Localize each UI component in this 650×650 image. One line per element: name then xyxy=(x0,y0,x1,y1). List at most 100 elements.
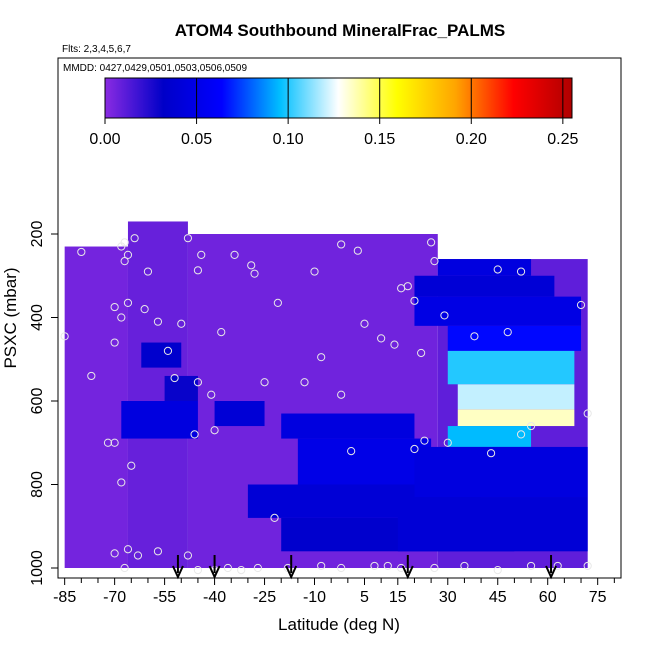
sample-circle xyxy=(337,390,346,399)
heatmap-cell xyxy=(214,401,265,427)
heatmap-cell xyxy=(281,413,415,439)
heatmap-cell xyxy=(414,296,582,326)
heatmap-cell xyxy=(414,275,555,297)
heatmap-cell xyxy=(437,259,532,276)
arrow-markers xyxy=(172,555,557,580)
sample-circle xyxy=(237,565,246,575)
colorbar-tick-label: 0.05 xyxy=(181,131,212,148)
sample-circle xyxy=(123,545,133,554)
sample-circle xyxy=(417,348,426,358)
sample-circle xyxy=(253,563,262,573)
sample-circle xyxy=(390,340,399,349)
heatmap-cells xyxy=(64,221,588,568)
sample-circle xyxy=(217,328,226,337)
sample-circle xyxy=(77,247,86,257)
arrow-head xyxy=(401,565,414,580)
sample-circle xyxy=(410,296,419,305)
y-axis-label: PSXC (mbar) xyxy=(1,267,20,368)
sample-circle xyxy=(370,561,379,571)
sample-circle xyxy=(383,561,392,571)
heatmap-cell xyxy=(447,426,532,447)
colorbar-tick-label: 0.10 xyxy=(273,131,304,148)
arrow-head xyxy=(545,565,557,580)
sample-circle xyxy=(353,246,362,255)
heatmap-cell xyxy=(141,342,182,368)
sample-circle xyxy=(493,265,502,274)
y-tick-label: 400 xyxy=(29,304,46,331)
heatmap-cell xyxy=(297,438,432,485)
sample-circle xyxy=(183,551,193,560)
sample-circle xyxy=(127,461,136,470)
sample-circle xyxy=(270,513,279,523)
sample-circle xyxy=(133,551,143,560)
sample-circle xyxy=(440,311,449,320)
colorbar xyxy=(104,77,573,119)
x-tick-label: -85 xyxy=(53,589,76,606)
sample-circle xyxy=(120,257,129,266)
x-tick-label: 75 xyxy=(589,589,607,606)
sample-circle xyxy=(193,565,203,575)
sample-circle xyxy=(193,266,203,275)
sample-circle xyxy=(120,238,129,247)
x-tick-label: -70 xyxy=(103,589,126,606)
sample-points xyxy=(60,234,592,575)
sample-circle xyxy=(583,409,592,418)
sample-circle xyxy=(210,426,219,435)
sample-circle xyxy=(310,267,319,276)
colorbar-tick-label: 0.15 xyxy=(364,131,395,148)
x-tick-label: -40 xyxy=(203,589,226,606)
sample-circle xyxy=(273,298,282,307)
sample-circle xyxy=(123,250,133,259)
sample-circle xyxy=(177,319,186,328)
sample-circle xyxy=(183,234,193,243)
y-axis: 200 400 600 800 1000 xyxy=(29,221,58,586)
y-tick-label: 600 xyxy=(29,388,46,415)
heatmap-cell xyxy=(457,409,575,427)
x-tick-label: 30 xyxy=(439,589,457,606)
sample-circle xyxy=(516,430,526,439)
sample-circle xyxy=(430,563,439,573)
x-tick-label: 15 xyxy=(389,589,407,606)
heatmap-cell xyxy=(397,497,588,552)
y-tick-label: 200 xyxy=(29,221,46,248)
sample-circle xyxy=(403,282,412,291)
flights-note: Flts: 2,3,4,5,6,7 xyxy=(62,44,131,55)
heatmap-cell xyxy=(414,446,588,498)
sample-circle xyxy=(526,421,536,431)
sample-circle xyxy=(130,234,139,243)
sample-circle xyxy=(430,257,439,266)
x-axis: -85 -70 -55 -40 -25 -10 5 15 30 45 60 75 xyxy=(53,578,615,606)
heatmap-cell xyxy=(457,384,575,410)
sample-circle xyxy=(103,438,113,447)
x-tick-label: 60 xyxy=(539,589,557,606)
x-tick-label: -25 xyxy=(253,589,276,606)
sample-circle xyxy=(486,449,496,458)
arrow-head xyxy=(285,565,298,580)
sample-circle xyxy=(260,378,269,387)
colorbar-ticks: 0.00 0.05 0.10 0.15 0.20 0.25 xyxy=(89,78,579,148)
heatmap-cell xyxy=(64,246,128,568)
sample-circle xyxy=(337,563,346,573)
sample-circle xyxy=(110,549,119,558)
sample-circle xyxy=(470,332,479,341)
sample-circle xyxy=(377,334,386,343)
sample-circle xyxy=(223,563,232,573)
sample-circle xyxy=(110,438,119,447)
sample-circle xyxy=(110,302,119,312)
sample-circle xyxy=(207,390,216,399)
heatmap-cell xyxy=(164,375,198,401)
sample-circle xyxy=(460,561,469,571)
sample-circle xyxy=(60,332,69,341)
sample-circle xyxy=(120,563,129,573)
heatmap-cell xyxy=(447,350,575,385)
sample-circle xyxy=(443,438,452,447)
arrow-head xyxy=(172,565,184,580)
sample-circle xyxy=(576,300,586,310)
sample-circle xyxy=(300,378,309,387)
sample-circle xyxy=(420,436,429,445)
sample-circle xyxy=(526,561,536,571)
sample-circle xyxy=(247,261,256,270)
sample-circle xyxy=(190,430,199,439)
sample-circle xyxy=(337,240,346,249)
